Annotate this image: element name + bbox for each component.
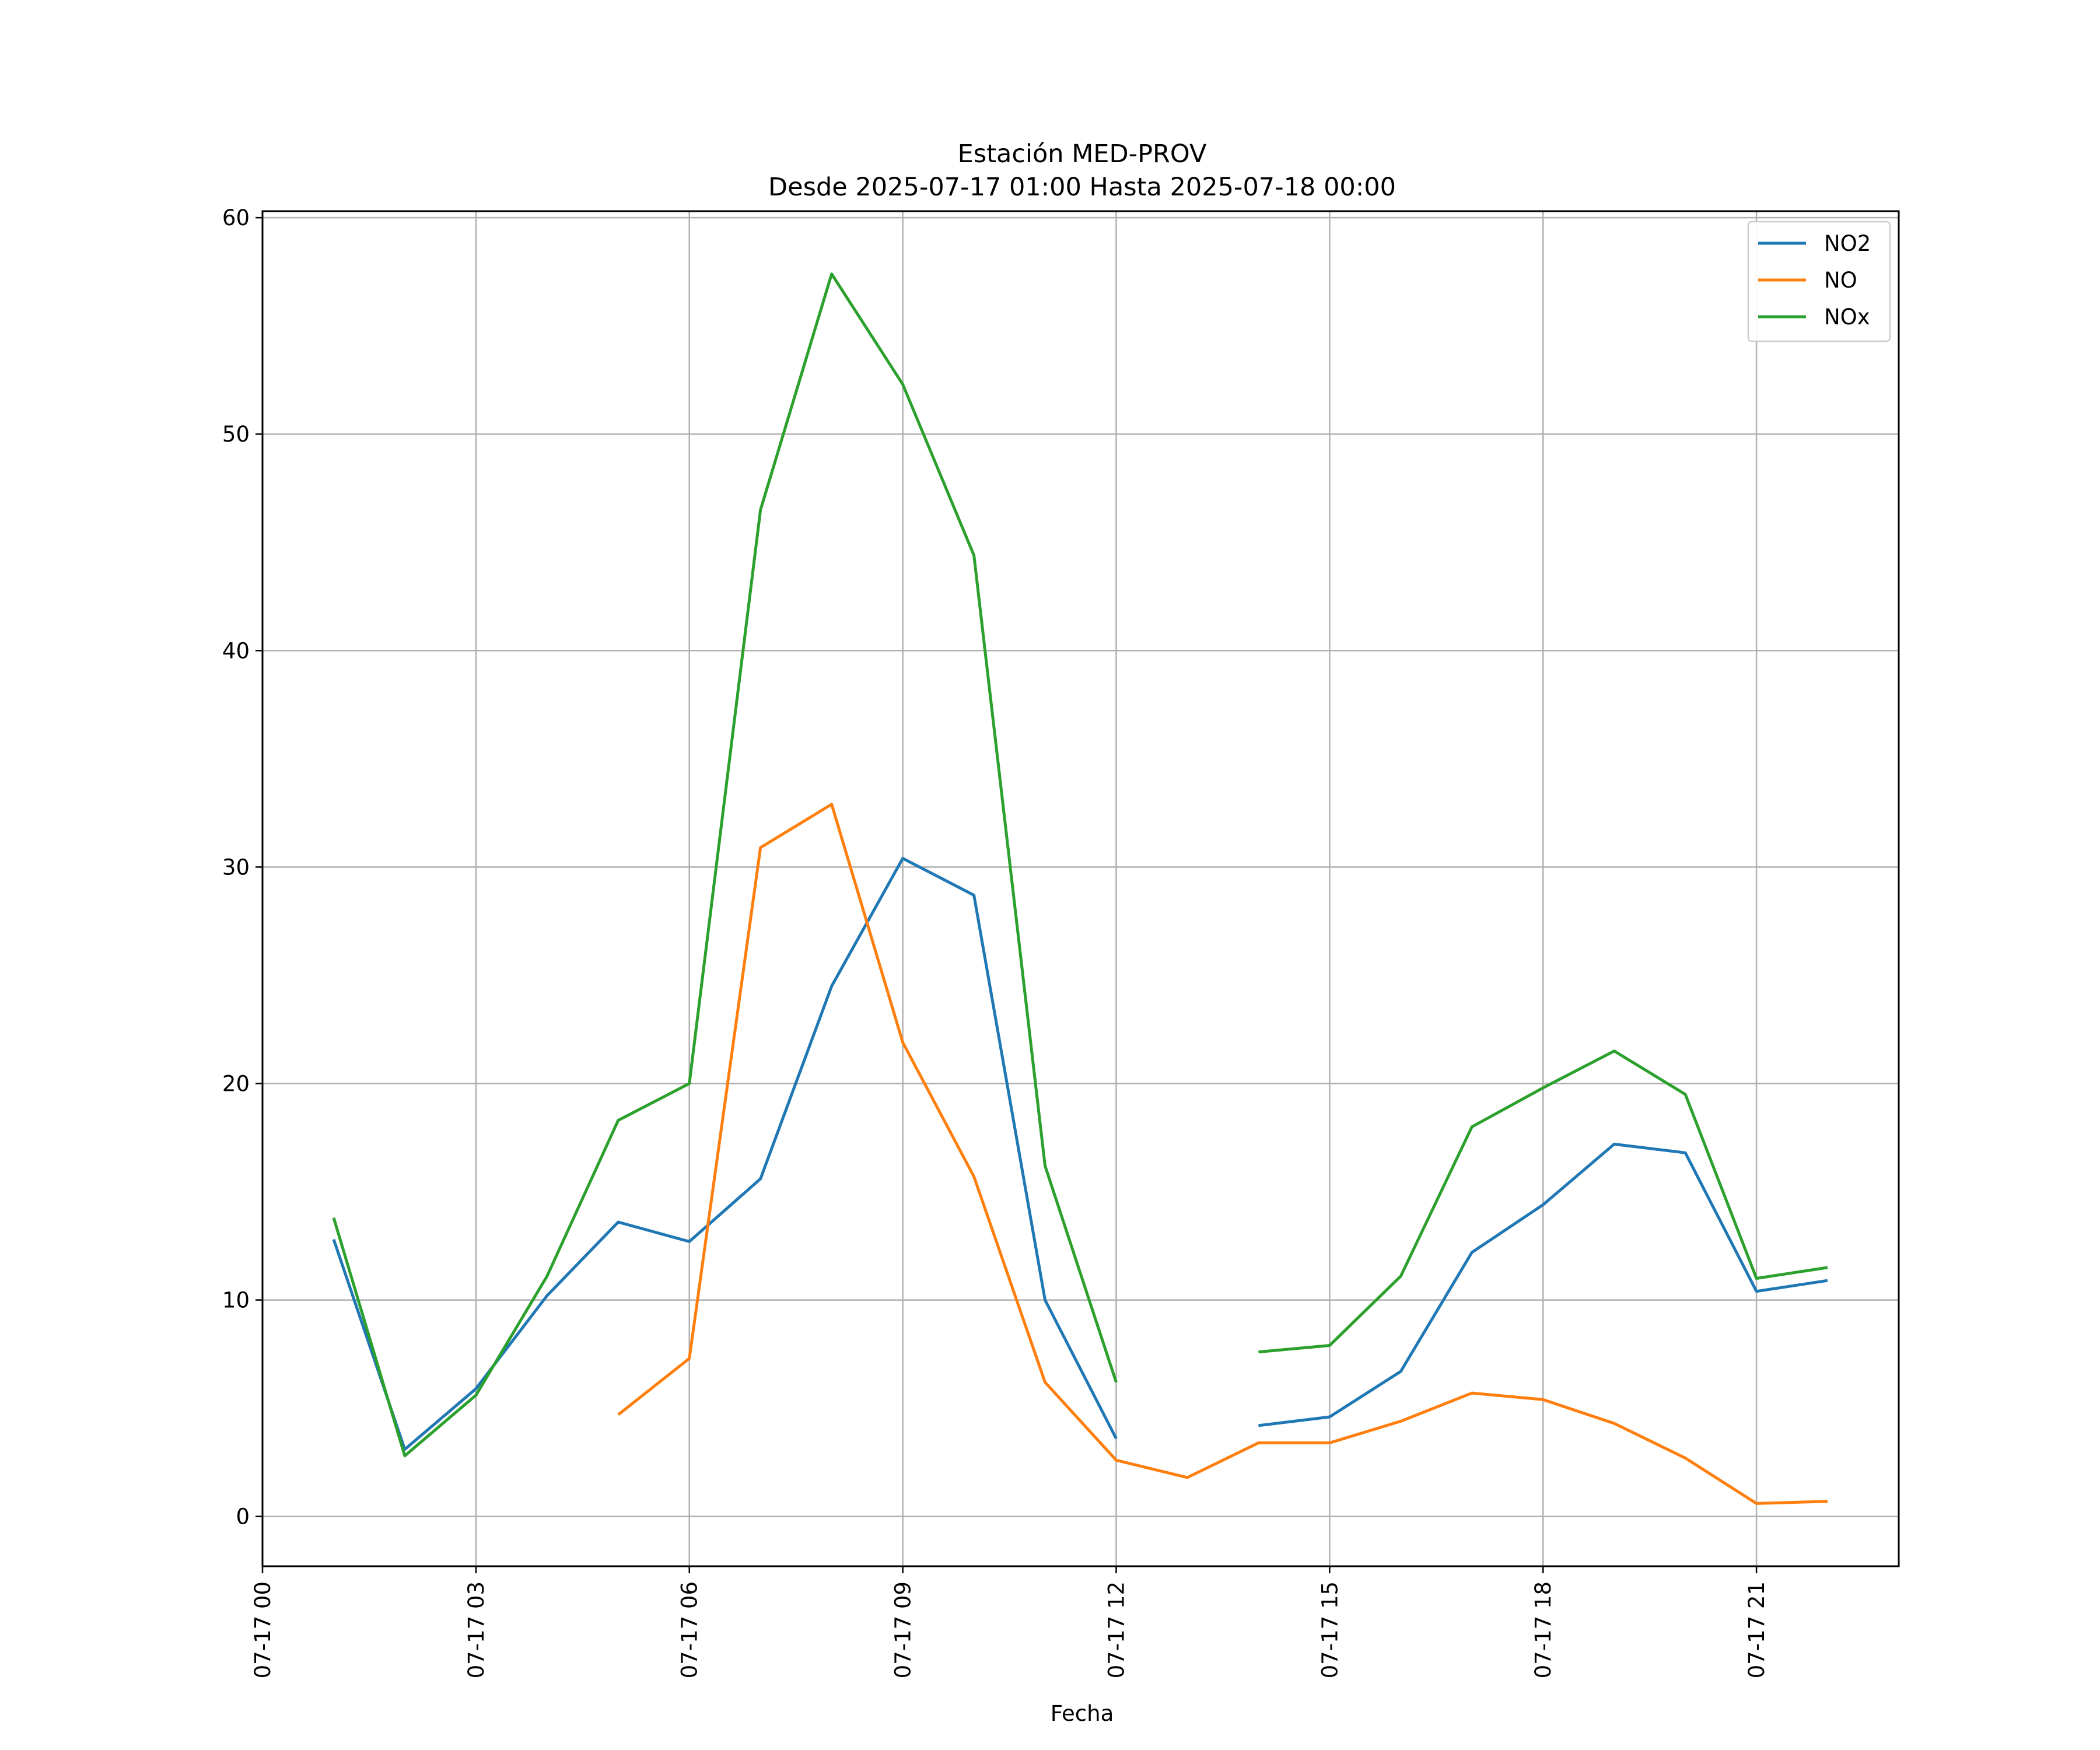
series-no	[617, 803, 1828, 1505]
grid	[261, 211, 1899, 1566]
x-tick-label: 07-17 09	[891, 1581, 916, 1678]
y-tick-label: 30	[222, 855, 250, 880]
x-tick-label: 07-17 03	[464, 1581, 489, 1678]
series-nox	[332, 272, 1828, 1458]
x-tick-label: 07-17 21	[1744, 1581, 1769, 1678]
x-tick-label: 07-17 18	[1531, 1581, 1556, 1678]
series-no2	[332, 857, 1828, 1451]
x-tick-label: 07-17 15	[1317, 1581, 1342, 1678]
plot-area-frame	[261, 210, 1900, 1567]
legend-label: NOx	[1824, 304, 1870, 330]
x-tick-label: 07-17 06	[677, 1581, 702, 1678]
series-line-segment	[1258, 1142, 1828, 1427]
y-tick-label: 40	[222, 638, 250, 663]
y-tick-label: 50	[222, 422, 250, 447]
y-tick-label: 20	[222, 1071, 250, 1096]
chart-subtitle: Desde 2025-07-17 01:00 Hasta 2025-07-18 …	[768, 173, 1396, 202]
chart-title: Estación MED-PROV	[958, 139, 1207, 169]
y-tick-label: 60	[222, 205, 250, 230]
series-line-segment	[332, 272, 1118, 1458]
y-tick-label: 0	[236, 1504, 250, 1530]
series-line-segment	[1258, 1049, 1828, 1354]
legend-frame	[1747, 220, 1891, 342]
x-axis-ticks: 07-17 00 07-17 03 07-17 06 07-17 09 07-17 12…	[250, 1566, 1769, 1678]
legend-label: NO2	[1824, 231, 1871, 256]
y-tick-label: 10	[222, 1288, 250, 1313]
series-line-segment	[332, 857, 1118, 1451]
legend-label: NO	[1824, 268, 1857, 293]
series-line-segment	[617, 803, 1828, 1505]
series-lines	[332, 272, 1828, 1505]
y-axis-ticks: 0 10 20 30 40 50 60	[222, 205, 262, 1530]
x-axis-label: Fecha	[1051, 1701, 1114, 1726]
x-tick-label: 07-17 00	[250, 1581, 275, 1678]
x-tick-label: 07-17 12	[1104, 1581, 1129, 1678]
legend: NO2 NO NOx	[1747, 220, 1891, 342]
